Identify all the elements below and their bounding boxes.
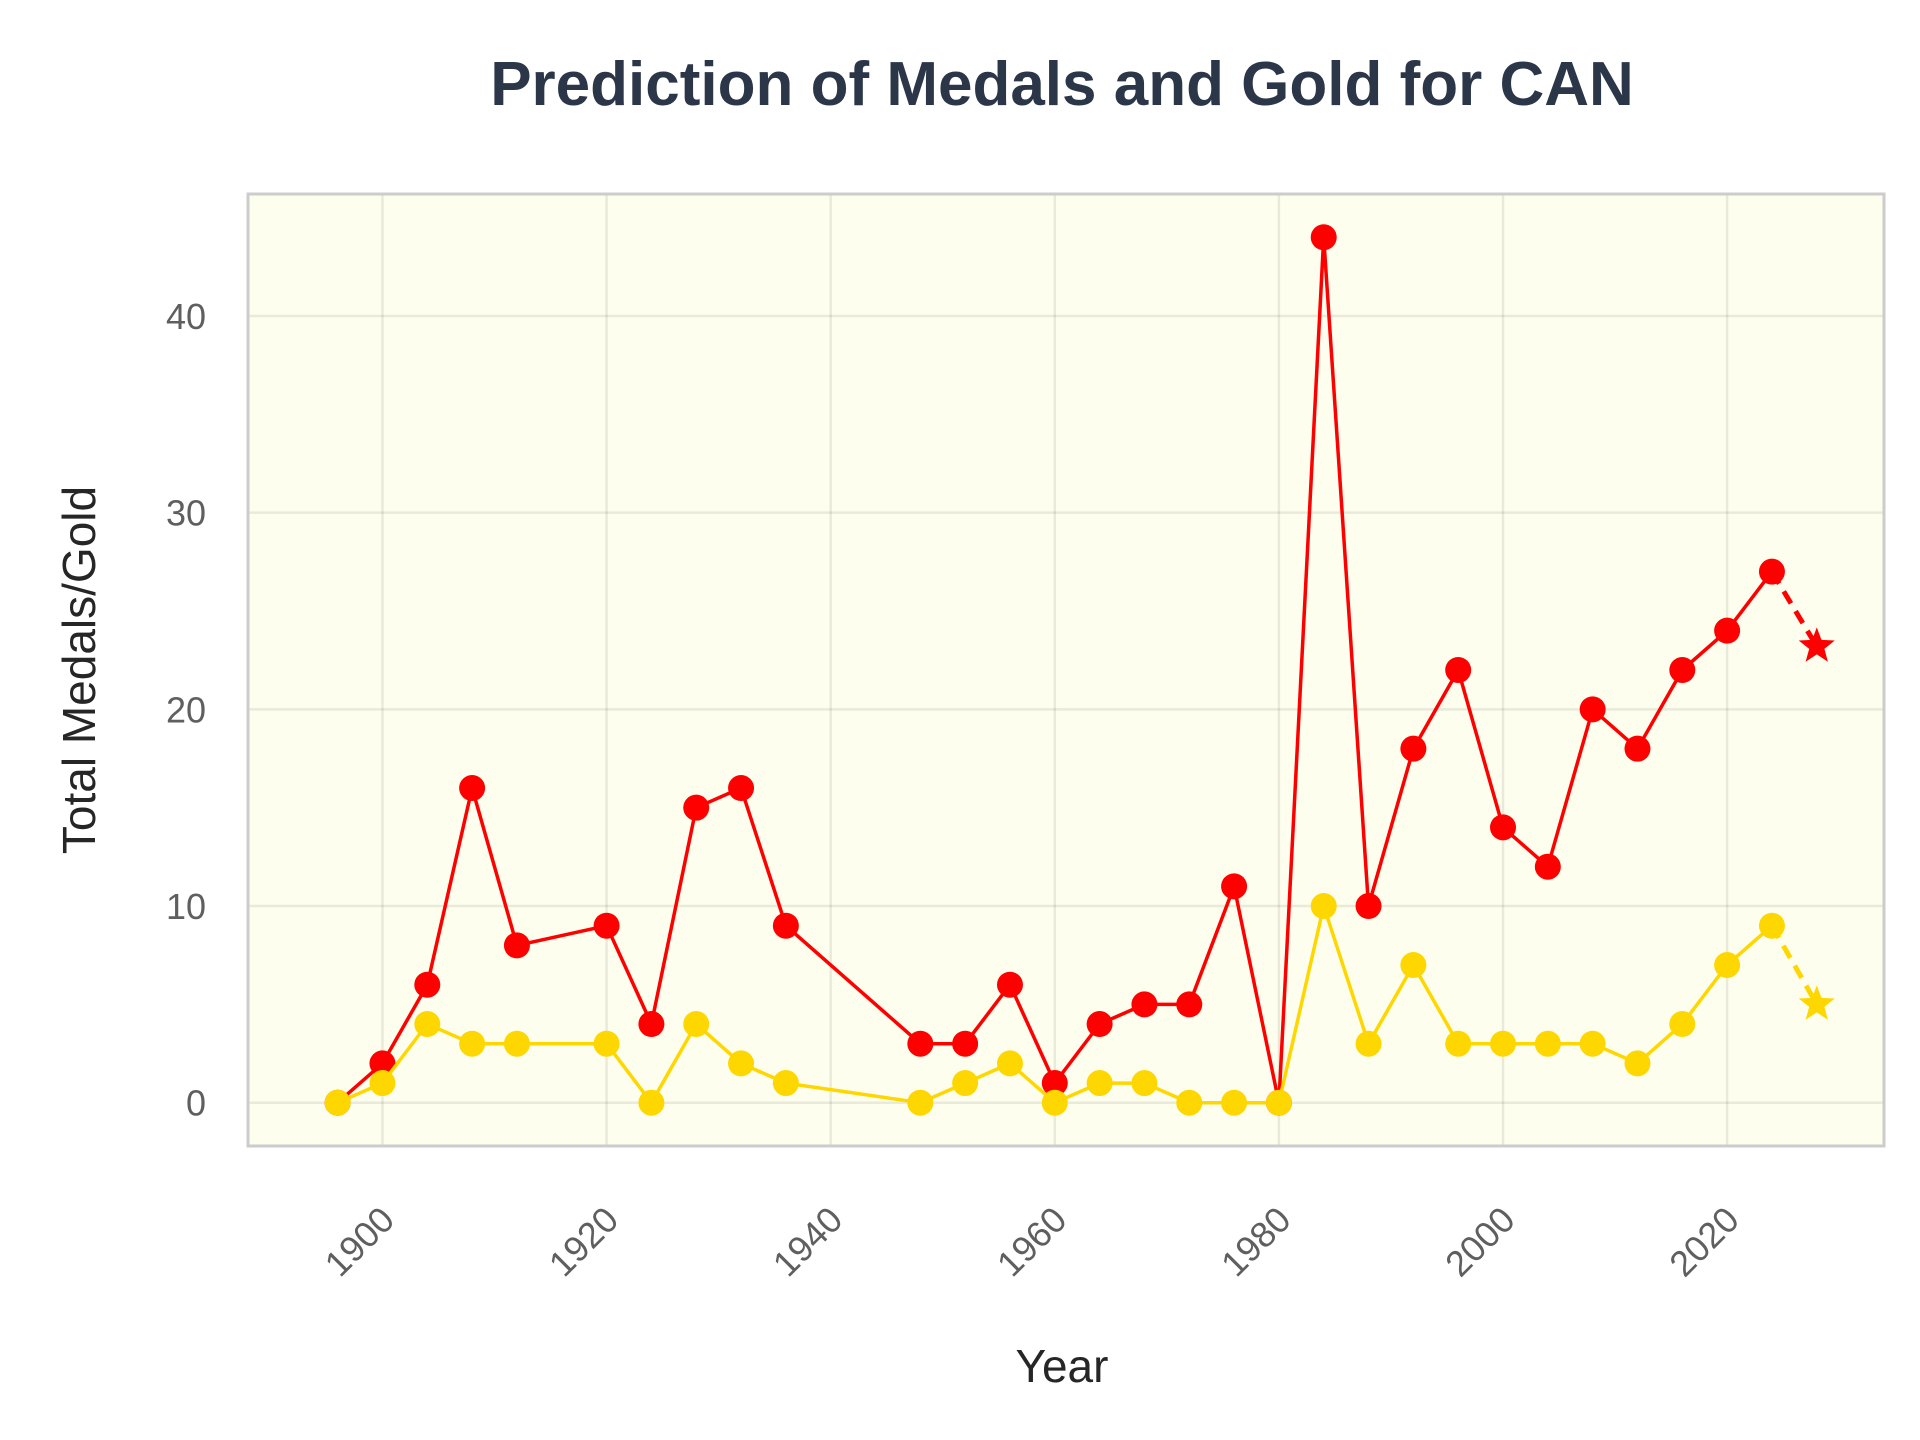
data-point — [1041, 1089, 1068, 1116]
data-point — [638, 1089, 665, 1116]
x-tick-label: 1980 — [1213, 1199, 1299, 1285]
grid — [248, 194, 1884, 1146]
data-point — [907, 1030, 934, 1057]
data-point — [459, 775, 486, 802]
data-point — [772, 912, 799, 939]
data-point — [1534, 1030, 1561, 1057]
x-tick-label: 2000 — [1437, 1199, 1523, 1285]
data-point — [996, 1050, 1023, 1077]
data-point — [1490, 814, 1517, 841]
data-point — [683, 794, 710, 821]
data-point — [593, 1030, 620, 1057]
data-point — [1265, 1089, 1292, 1116]
data-point — [503, 1030, 530, 1057]
y-tick-label: 10 — [166, 886, 206, 927]
data-point — [1310, 224, 1337, 251]
x-axis-ticks: 1900 1920 1940 1960 1980 2000 2020 — [316, 1199, 1746, 1285]
data-point — [1669, 657, 1696, 683]
data-point — [593, 912, 620, 939]
data-point — [728, 1050, 755, 1077]
data-point — [503, 932, 530, 959]
data-point — [907, 1089, 934, 1116]
data-point — [772, 1070, 799, 1097]
data-point — [1041, 1070, 1068, 1097]
data-point — [1714, 617, 1741, 644]
data-point — [1445, 1030, 1472, 1057]
data-point — [952, 1070, 979, 1097]
x-tick-label: 1920 — [541, 1199, 627, 1285]
data-point — [952, 1030, 979, 1057]
data-point — [1490, 1030, 1517, 1057]
prediction-line — [1769, 570, 1819, 648]
data-point — [1400, 952, 1427, 979]
prediction-marker — [1798, 627, 1835, 662]
data-point — [1579, 696, 1606, 723]
data-point — [1400, 735, 1427, 762]
series-layer — [324, 224, 1835, 1116]
y-tick-label: 30 — [166, 493, 206, 534]
x-tick-label: 1900 — [316, 1199, 402, 1285]
series-line — [336, 235, 1774, 1105]
series-1 — [324, 893, 1835, 1116]
y-tick-label: 0 — [186, 1083, 206, 1124]
data-point — [996, 971, 1023, 998]
data-point — [369, 1050, 396, 1077]
data-point — [414, 1011, 441, 1038]
plot-frame — [246, 192, 1886, 1148]
data-point — [1669, 1011, 1696, 1038]
chart-title: Prediction of Medals and Gold for CAN — [490, 50, 1634, 119]
data-point — [1086, 1070, 1113, 1097]
data-point — [1534, 853, 1561, 880]
data-point — [638, 1011, 665, 1038]
data-point — [1131, 1070, 1158, 1097]
data-point — [1714, 952, 1741, 979]
data-point — [1355, 1030, 1382, 1057]
data-point — [414, 971, 441, 998]
data-point — [1131, 991, 1158, 1018]
data-point — [1758, 912, 1785, 939]
data-point — [324, 1089, 351, 1116]
x-tick-label: 2020 — [1661, 1199, 1747, 1285]
data-point — [1221, 1089, 1248, 1116]
data-point — [683, 1011, 710, 1038]
data-point — [1445, 657, 1472, 683]
data-point — [369, 1070, 396, 1097]
x-axis-label: Year — [1016, 1340, 1109, 1392]
data-point — [459, 1030, 486, 1057]
data-point — [1221, 873, 1248, 900]
plot-area — [248, 194, 1884, 1146]
data-point — [1176, 1089, 1203, 1116]
y-axis-ticks: 0 10 20 30 40 — [166, 296, 206, 1124]
data-point — [1624, 735, 1651, 762]
x-tick-label: 1940 — [765, 1199, 851, 1285]
prediction-line — [1769, 924, 1819, 1006]
y-tick-label: 20 — [166, 689, 206, 730]
data-point — [1310, 893, 1337, 920]
x-tick-label: 1960 — [989, 1199, 1075, 1285]
data-point — [1579, 1030, 1606, 1057]
data-point — [728, 775, 755, 802]
y-tick-label: 40 — [166, 296, 206, 337]
data-point — [1086, 1011, 1113, 1038]
data-point — [1758, 558, 1785, 585]
y-axis-label: Total Medals/Gold — [53, 486, 105, 854]
data-point — [1624, 1050, 1651, 1077]
data-point — [1176, 991, 1203, 1018]
data-point — [1355, 893, 1382, 920]
prediction-marker — [1798, 985, 1835, 1020]
